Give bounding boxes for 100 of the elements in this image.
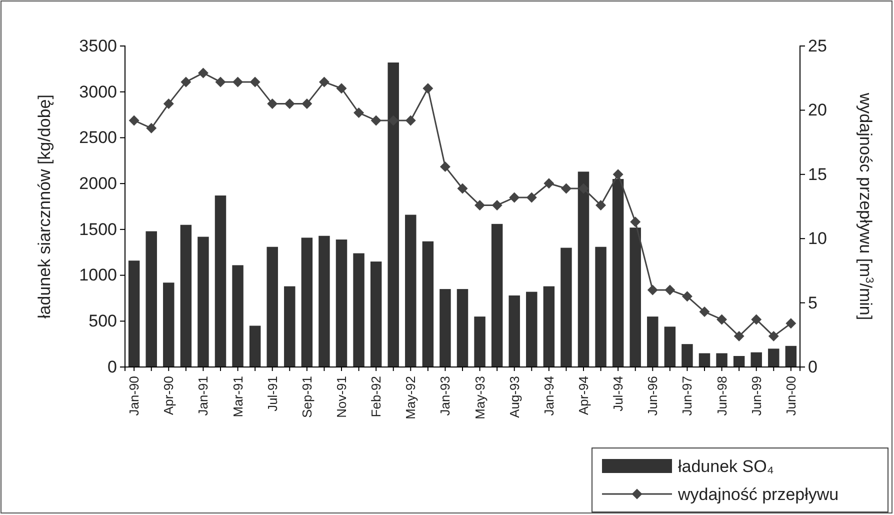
bar (733, 356, 745, 367)
point (198, 68, 208, 78)
x-tick-label: Jul-94 (610, 376, 626, 412)
bar (198, 236, 209, 367)
point (578, 183, 589, 194)
x-tick-label: Jun-98 (714, 376, 730, 416)
bar (146, 231, 157, 367)
point (560, 183, 572, 194)
bar (180, 224, 192, 367)
point (612, 169, 624, 180)
bar (664, 326, 676, 367)
point (786, 318, 796, 329)
point (370, 115, 382, 126)
x-tick-label: Apr-94 (576, 376, 591, 416)
bar (405, 214, 416, 367)
bar (750, 352, 762, 367)
point (163, 98, 174, 110)
bar (595, 246, 606, 367)
point (630, 216, 641, 228)
bar (249, 326, 261, 367)
point (457, 183, 468, 194)
point (751, 314, 762, 325)
bar (301, 238, 313, 367)
point (267, 98, 278, 110)
bar (716, 353, 728, 367)
point (180, 76, 192, 88)
bar (370, 262, 382, 367)
point (664, 284, 676, 296)
x-tick-label: Jan-94 (541, 376, 556, 416)
legend-label: wydajność przepływu (677, 485, 839, 504)
y-tick-label: 1500 (79, 220, 117, 239)
point (354, 108, 364, 118)
point (388, 115, 399, 126)
bar (698, 353, 710, 367)
bar (491, 224, 503, 367)
x-tick-label: Apr-90 (161, 376, 176, 416)
bar (785, 346, 797, 367)
point (647, 284, 658, 296)
bar (543, 286, 555, 367)
y-axis-title: ładunek siarcznnów [kg/dobę] (35, 94, 54, 318)
point (474, 200, 486, 210)
x-tick-label: Mar-91 (230, 376, 246, 418)
point (336, 83, 347, 94)
bar (508, 295, 520, 367)
x-tick-label: Jun-00 (783, 376, 798, 416)
bar (232, 265, 244, 367)
y2-tick-label: 20 (808, 100, 827, 120)
bar (388, 62, 399, 367)
bar (353, 253, 364, 367)
point (544, 178, 554, 189)
x-tick-label: Jan-91 (196, 376, 211, 416)
bar (336, 240, 348, 367)
x-tick-label: May-93 (472, 376, 488, 420)
point (440, 161, 450, 172)
point (284, 98, 295, 110)
y-tick-label: 3000 (79, 82, 117, 102)
x-tick-label: Sep-91 (299, 376, 314, 418)
y2-tick-label: 10 (808, 229, 827, 248)
point (215, 76, 226, 88)
point (405, 115, 416, 126)
bar (266, 246, 278, 367)
bar (682, 344, 693, 367)
point (250, 76, 260, 88)
point (492, 200, 502, 210)
point (734, 330, 744, 342)
bar (578, 172, 590, 367)
y-tick-label: 1000 (79, 266, 117, 285)
y2-tick-label: 25 (808, 36, 827, 56)
x-tick-label: Feb-92 (368, 376, 384, 418)
x-tick-label: Jan-90 (126, 376, 142, 416)
point (422, 83, 434, 94)
bar (456, 289, 468, 367)
y-tick-label: 0 (108, 357, 117, 376)
bar (163, 282, 174, 367)
x-tick-label: Jun-99 (748, 376, 764, 416)
point (716, 314, 728, 325)
point (699, 306, 710, 318)
point (682, 291, 692, 302)
point (768, 330, 779, 342)
point (596, 200, 606, 210)
bar (612, 178, 624, 367)
bar (422, 241, 434, 367)
y2-tick-label: 15 (808, 164, 827, 184)
point (302, 98, 312, 110)
x-tick-label: Jun-96 (645, 376, 660, 416)
point (509, 192, 520, 203)
bar (630, 228, 641, 367)
x-tick-label: Nov-91 (334, 376, 349, 418)
bar (560, 248, 572, 367)
bar (318, 236, 330, 367)
x-tick-label: Jul-91 (264, 376, 280, 412)
point (526, 192, 537, 203)
bar (474, 316, 486, 367)
bar (440, 289, 451, 367)
bar (768, 348, 780, 367)
y2-tick-label: 0 (808, 357, 818, 376)
bar (214, 195, 226, 367)
bar (128, 260, 140, 367)
legend-label: ładunek SO₄ (678, 457, 774, 476)
point (128, 115, 140, 126)
